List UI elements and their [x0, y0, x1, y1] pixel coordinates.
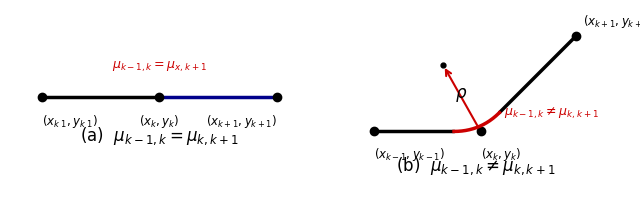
Text: $\mu_{k-1,k} = \mu_{x,k+1}$: $\mu_{k-1,k} = \mu_{x,k+1}$ — [112, 60, 207, 74]
Text: $(x_k, y_k)$: $(x_k, y_k)$ — [140, 112, 180, 129]
Text: $\rho$: $\rho$ — [455, 86, 468, 104]
Text: (a)  $\mu_{k-1,k} = \mu_{k,k+1}$: (a) $\mu_{k-1,k} = \mu_{k,k+1}$ — [80, 125, 239, 146]
Text: $\mu_{k-1,k} \neq \mu_{k,k+1}$: $\mu_{k-1,k} \neq \mu_{k,k+1}$ — [504, 105, 599, 120]
Text: $(x_{k+1}, y_{k+1})$: $(x_{k+1}, y_{k+1})$ — [583, 13, 640, 30]
Text: $(x_k, y_k)$: $(x_k, y_k)$ — [481, 146, 521, 162]
Text: (b)  $\mu_{k-1,k} \neq \mu_{k,k+1}$: (b) $\mu_{k-1,k} \neq \mu_{k,k+1}$ — [396, 155, 555, 176]
Text: $(x_{k+1}, y_{k+1})$: $(x_{k+1}, y_{k+1})$ — [206, 112, 277, 129]
Text: $(x_{k\ 1}, y_{k\ 1})$: $(x_{k\ 1}, y_{k\ 1})$ — [42, 112, 98, 129]
Text: $(x_{k-1}, y_{k-1})$: $(x_{k-1}, y_{k-1})$ — [374, 146, 445, 162]
